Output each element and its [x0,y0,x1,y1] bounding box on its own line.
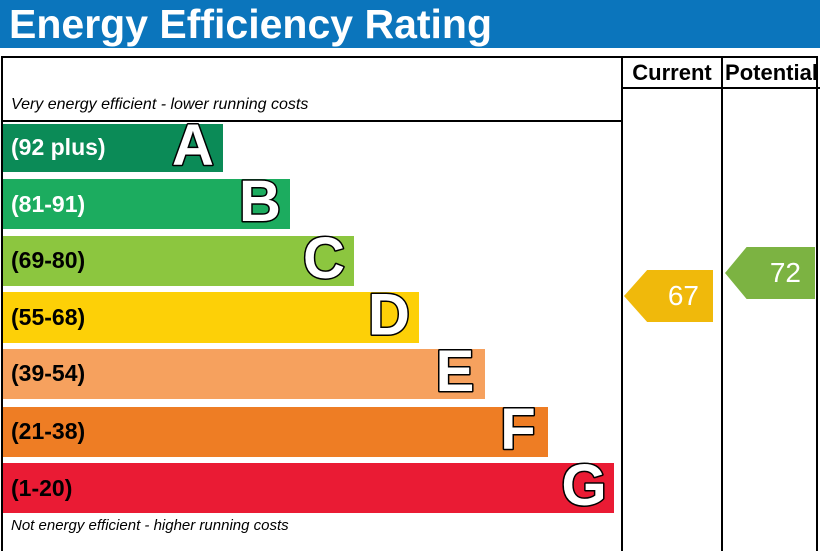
svg-text:A: A [172,113,214,178]
svg-text:D: D [368,283,410,348]
svg-text:F: F [500,397,535,462]
svg-text:C: C [303,226,345,291]
svg-text:B: B [239,169,281,234]
svg-text:E: E [436,339,475,404]
svg-text:G: G [561,453,606,518]
